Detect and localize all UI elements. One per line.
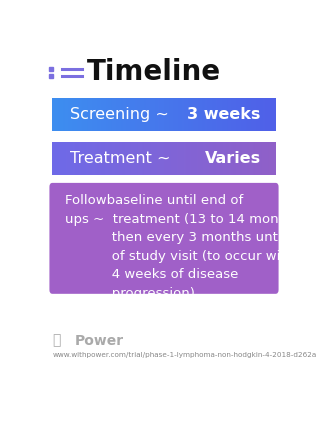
Bar	[214, 99, 220, 131]
Bar	[192, 143, 198, 176]
Bar	[97, 99, 103, 131]
Bar	[136, 143, 142, 176]
Bar	[214, 143, 220, 176]
Text: Power: Power	[75, 334, 124, 348]
Bar	[192, 99, 198, 131]
Bar	[119, 99, 125, 131]
Bar	[69, 143, 75, 176]
Bar	[75, 143, 81, 176]
FancyBboxPatch shape	[49, 183, 279, 294]
Bar	[242, 143, 248, 176]
Bar	[231, 99, 237, 131]
Bar	[248, 143, 253, 176]
Bar	[136, 99, 142, 131]
Bar	[108, 99, 114, 131]
Text: Screening ~: Screening ~	[70, 108, 169, 122]
Bar	[80, 143, 86, 176]
Bar	[64, 99, 69, 131]
Bar	[186, 143, 192, 176]
Bar	[220, 99, 226, 131]
Bar	[209, 143, 214, 176]
Bar	[97, 143, 103, 176]
Bar	[92, 99, 97, 131]
Bar	[236, 99, 242, 131]
Bar	[64, 143, 69, 176]
Bar	[164, 99, 170, 131]
FancyBboxPatch shape	[49, 139, 279, 179]
Bar	[52, 143, 58, 176]
Bar	[114, 99, 120, 131]
Bar	[236, 143, 242, 176]
Bar	[175, 99, 181, 131]
Bar	[103, 99, 108, 131]
Bar	[69, 99, 75, 131]
Bar	[225, 143, 231, 176]
Bar	[181, 143, 187, 176]
Bar	[153, 143, 159, 176]
Bar	[58, 143, 64, 176]
Bar	[92, 143, 97, 176]
Bar	[52, 99, 58, 131]
Bar	[197, 143, 203, 176]
Bar	[86, 143, 92, 176]
Bar	[259, 143, 265, 176]
Bar	[270, 99, 276, 131]
Bar	[259, 99, 265, 131]
Bar	[197, 99, 203, 131]
Bar	[131, 143, 136, 176]
Bar	[248, 99, 253, 131]
Text: Ⓟ: Ⓟ	[52, 334, 61, 348]
Bar	[158, 99, 164, 131]
Bar	[170, 143, 175, 176]
Bar	[231, 143, 237, 176]
Text: 3 weeks: 3 weeks	[187, 108, 261, 122]
Bar	[75, 99, 81, 131]
Text: Treatment ~: Treatment ~	[70, 151, 170, 167]
Bar	[181, 99, 187, 131]
Text: Followbaseline until end of
ups ~  treatment (13 to 14 months),
           then : Followbaseline until end of ups ~ treatm…	[65, 194, 315, 300]
Bar	[186, 99, 192, 131]
Bar	[164, 143, 170, 176]
Bar	[114, 143, 120, 176]
Bar	[225, 99, 231, 131]
Bar	[253, 143, 259, 176]
Text: Varies: Varies	[204, 151, 261, 167]
Bar	[209, 99, 214, 131]
Bar	[125, 99, 131, 131]
Bar	[203, 143, 209, 176]
Bar	[264, 143, 270, 176]
Bar	[86, 99, 92, 131]
Bar	[125, 143, 131, 176]
Bar	[220, 143, 226, 176]
Bar	[175, 143, 181, 176]
FancyBboxPatch shape	[49, 94, 279, 135]
Bar	[142, 99, 148, 131]
Bar	[158, 143, 164, 176]
Bar	[170, 99, 175, 131]
Text: www.withpower.com/trial/phase-1-lymphoma-non-hodgkin-4-2018-d262a: www.withpower.com/trial/phase-1-lymphoma…	[52, 352, 317, 358]
Bar	[108, 143, 114, 176]
Bar	[58, 99, 64, 131]
Bar	[253, 99, 259, 131]
Bar	[147, 143, 153, 176]
Bar	[142, 143, 148, 176]
Bar	[131, 99, 136, 131]
Bar	[242, 99, 248, 131]
Text: Timeline: Timeline	[87, 58, 221, 86]
Bar	[80, 99, 86, 131]
Bar	[153, 99, 159, 131]
Bar	[103, 143, 108, 176]
Bar	[119, 143, 125, 176]
Bar	[147, 99, 153, 131]
Bar	[264, 99, 270, 131]
Bar	[203, 99, 209, 131]
Bar	[270, 143, 276, 176]
